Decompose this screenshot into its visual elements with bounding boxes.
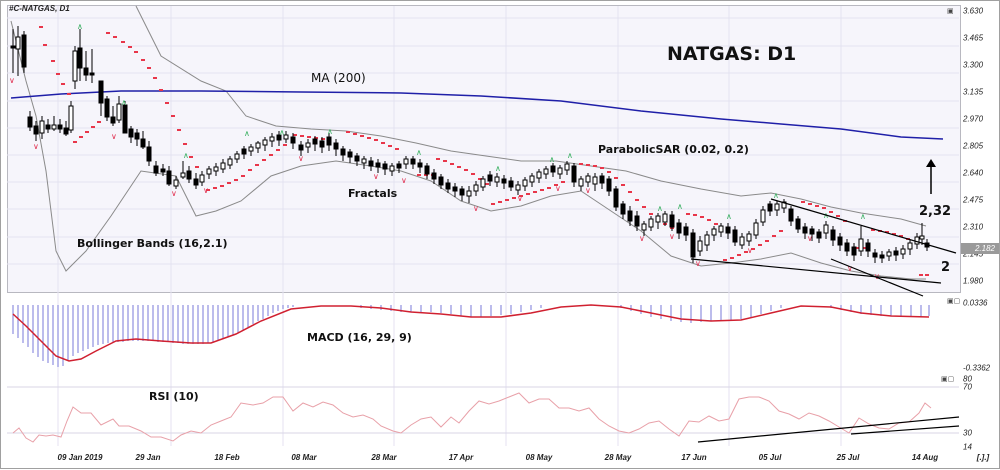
svg-text:∧: ∧	[860, 212, 866, 221]
rsi-trend-lines	[697, 416, 960, 443]
macd-label: MACD (16, 29, 9)	[307, 331, 412, 344]
svg-text:∧: ∧	[567, 151, 573, 160]
svg-text:∨: ∨	[639, 234, 645, 243]
macd-hist	[12, 305, 930, 367]
date-tick: 29 Jan	[135, 453, 161, 462]
price-tick: 2.310	[963, 222, 984, 232]
date-tick: 05 Jul	[758, 453, 782, 462]
chart-title: NATGAS: D1	[667, 43, 797, 65]
parabolic-sar-dots	[39, 26, 929, 276]
svg-text:∨: ∨	[669, 232, 675, 241]
svg-text:∧: ∧	[726, 212, 732, 221]
svg-text:∧: ∧	[773, 191, 779, 200]
price-tick: 3.300	[963, 60, 984, 70]
ma-label: MA (200)	[311, 71, 366, 85]
price-tick: 3.135	[963, 87, 984, 97]
svg-text:∧: ∧	[677, 202, 683, 211]
svg-text:∨: ∨	[373, 172, 379, 181]
bollinger-lower	[10, 20, 926, 280]
svg-text:∨: ∨	[171, 189, 177, 198]
price-pane[interactable]	[7, 5, 961, 293]
candlesticks	[10, 26, 930, 263]
rsi-tick: 30	[963, 428, 972, 438]
macd-signal-line	[12, 304, 930, 362]
stop-label: 2	[941, 260, 951, 275]
rsi-pane-button[interactable]: ▣▢	[941, 376, 955, 383]
date-tick: 18 Feb	[214, 453, 240, 462]
price-tick: 2.475	[963, 195, 984, 205]
ma200-line	[10, 90, 944, 140]
symbol-label: #C-NATGAS, D1	[9, 4, 70, 13]
current-price-tag: 2.182	[961, 243, 999, 254]
rsi-label: RSI (10)	[149, 390, 199, 403]
date-tick: 14 Aug	[911, 453, 939, 462]
bollinger-upper	[135, 5, 927, 227]
price-tick: 3.465	[963, 33, 984, 43]
pane-maximize-icon[interactable]: ▣	[947, 8, 954, 15]
svg-text:∨: ∨	[807, 234, 813, 243]
price-tick: 2.805	[963, 141, 984, 151]
svg-text:∧: ∧	[183, 151, 189, 160]
svg-text:∧: ∧	[327, 127, 333, 136]
price-tick: 3.630	[963, 6, 984, 16]
price-tick: 1.980	[963, 276, 984, 286]
parabolic-sar-label: ParabolicSAR (0.02, 0.2)	[598, 143, 749, 156]
svg-text:∧: ∧	[495, 164, 501, 173]
trend-lines	[690, 198, 957, 297]
grid-lines	[7, 6, 959, 446]
rsi-tick: 70	[963, 382, 972, 392]
macd-pane-button[interactable]: ▣▢	[947, 298, 961, 305]
price-tick: 2.145	[963, 249, 984, 259]
macd-tick: -0.3362	[963, 363, 991, 373]
svg-text:∧: ∧	[77, 22, 83, 31]
rsi-tick: 80	[963, 374, 972, 384]
svg-text:∨: ∨	[847, 264, 853, 273]
date-tick: 28 May	[604, 453, 632, 462]
rsi-tick: 14	[963, 442, 972, 452]
svg-text:∨: ∨	[33, 142, 39, 151]
date-tick: 17 Jun	[681, 453, 707, 462]
svg-text:∧: ∧	[244, 129, 250, 138]
date-tick: 25 Jul	[836, 453, 860, 462]
svg-text:∨: ∨	[473, 204, 479, 213]
svg-text:∧: ∧	[657, 204, 663, 213]
svg-text:∨: ∨	[9, 76, 15, 85]
price-tick: 2.970	[963, 114, 984, 124]
svg-text:∨: ∨	[298, 154, 304, 163]
svg-text:∨: ∨	[695, 259, 701, 268]
svg-text:∧: ∧	[416, 148, 422, 157]
scroll-corner-button[interactable]: [.].]	[976, 453, 990, 462]
svg-text:∧: ∧	[279, 128, 285, 137]
date-tick: 08 Mar	[291, 453, 317, 462]
fractals-label: Fractals	[348, 187, 398, 200]
target-label: 2,32	[919, 204, 952, 219]
date-tick: 28 Mar	[371, 453, 397, 462]
rsi-line	[12, 392, 932, 443]
svg-text:∨: ∨	[555, 184, 561, 193]
svg-text:∨: ∨	[203, 186, 209, 195]
price-tick: 2.640	[963, 168, 984, 178]
rsi-levels	[7, 386, 959, 434]
date-tick: 09 Jan 2019	[57, 453, 103, 462]
date-tick: 08 May	[525, 453, 553, 462]
svg-text:∨: ∨	[517, 194, 523, 203]
svg-text:∨: ∨	[747, 246, 753, 255]
date-tick: 17 Apr	[448, 453, 474, 462]
macd-tick: 0.0336	[963, 298, 988, 308]
svg-text:∧: ∧	[121, 98, 127, 107]
svg-text:∨: ∨	[111, 132, 117, 141]
svg-text:∨: ∨	[401, 176, 407, 185]
svg-text:∧: ∧	[549, 155, 555, 164]
svg-text:∨: ∨	[585, 186, 591, 195]
bollinger-label: Bollinger Bands (16,2.1)	[77, 237, 228, 250]
